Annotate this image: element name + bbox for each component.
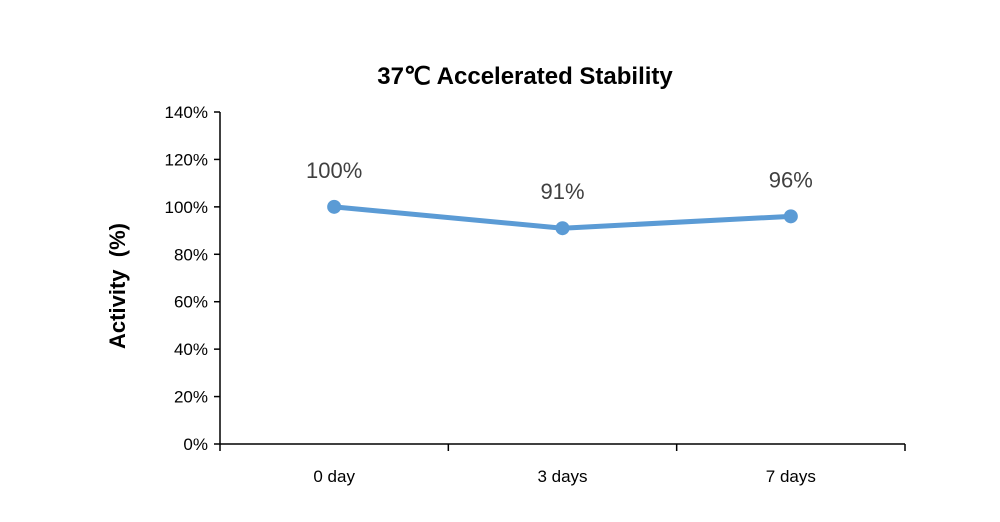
axes xyxy=(219,112,905,445)
data-label: 100% xyxy=(306,158,362,183)
data-point xyxy=(555,221,570,236)
data-point xyxy=(783,209,798,224)
y-tick-label: 20% xyxy=(174,388,208,407)
data-label: 96% xyxy=(769,167,813,192)
y-tick-label: 120% xyxy=(165,150,208,169)
y-tick-label: 100% xyxy=(165,198,208,217)
data-label: 91% xyxy=(540,179,584,204)
y-tick-label: 140% xyxy=(165,103,208,122)
x-ticks: 0 day 3 days 7 days xyxy=(219,444,906,486)
y-tick-label: 80% xyxy=(174,245,208,264)
x-tick-label: 3 days xyxy=(537,467,587,486)
x-tick-label: 0 day xyxy=(313,467,355,486)
series-group: 100% 91% 96% xyxy=(306,158,813,236)
y-ticks: 0% 20% 40% 60% 80% 100% 120% 140% xyxy=(165,103,220,454)
y-tick-label: 0% xyxy=(183,435,208,454)
y-tick-label: 60% xyxy=(174,293,208,312)
x-tick-label: 7 days xyxy=(766,467,816,486)
y-axis-label: Activity (%) xyxy=(105,223,130,349)
chart-title: 37℃ Accelerated Stability xyxy=(377,63,673,90)
y-tick-label: 40% xyxy=(174,340,208,359)
data-point xyxy=(327,199,342,214)
